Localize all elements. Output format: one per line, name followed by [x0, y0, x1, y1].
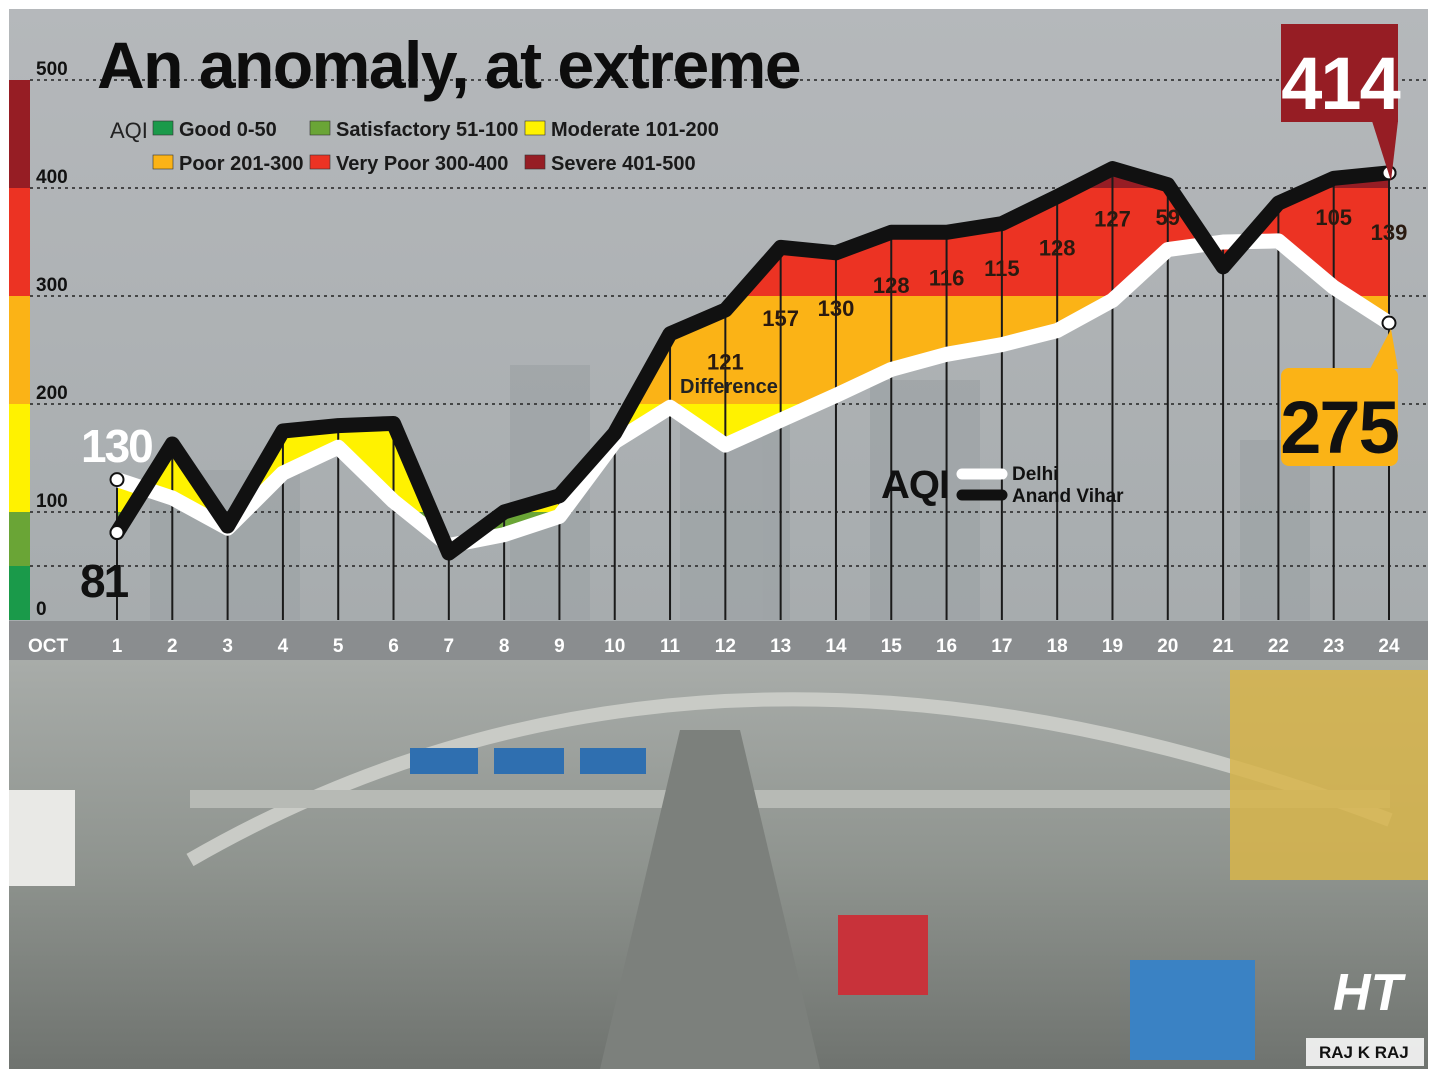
aqi-band-segment [9, 188, 30, 296]
legend-swatch [524, 154, 546, 170]
x-tick-label: 3 [222, 636, 233, 657]
difference-value: 59 [1156, 205, 1180, 230]
series-legend: AQI Delhi Anand Vihar [881, 463, 1124, 507]
series-legend-prefix: AQI [881, 463, 949, 507]
difference-value: 116 [929, 265, 965, 290]
x-tick-label: 1 [112, 636, 123, 657]
y-tick-label: 0 [36, 599, 47, 620]
x-tick-label: 15 [881, 636, 903, 657]
max-callout-value: 414 [1281, 42, 1400, 125]
endpoint-marker [109, 525, 125, 541]
delhi-legend-label: Delhi [1012, 464, 1058, 485]
difference-value: 121 [707, 350, 744, 375]
start-value-anand-vihar: 81 [80, 555, 129, 607]
x-axis-label: OCT [28, 636, 69, 657]
x-tick-label: 5 [333, 636, 344, 657]
delhi-series-line [109, 233, 1397, 553]
max-callout: 414 [1281, 24, 1403, 181]
end-callout: 275 [1280, 329, 1401, 469]
x-tick-label: 4 [278, 636, 289, 657]
legend-swatch [524, 120, 546, 136]
legend-swatch [309, 154, 331, 170]
x-tick-label: 23 [1323, 636, 1344, 657]
x-tick-label: 7 [444, 636, 455, 657]
end-callout-value: 275 [1280, 386, 1398, 469]
y-tick-label: 200 [36, 383, 68, 404]
photo-credit: RAJ K RAJ [1319, 1043, 1409, 1062]
aqi-band-segment [9, 404, 30, 512]
endpoint-marker [109, 472, 125, 488]
y-tick-label: 100 [36, 491, 68, 512]
difference-label: Difference [680, 376, 778, 398]
y-tick-label: 400 [36, 167, 68, 188]
x-tick-label: 12 [715, 636, 736, 657]
legend-swatch [152, 154, 174, 170]
difference-value: 115 [984, 256, 1020, 281]
difference-value: 139 [1371, 220, 1408, 245]
y-tick-label: 500 [36, 59, 68, 80]
x-tick-label: 17 [991, 636, 1012, 657]
anand-vihar-series-line [109, 161, 1397, 561]
x-tick-label: 8 [499, 636, 510, 657]
aqi-band-segment [9, 566, 30, 620]
difference-value: 105 [1315, 205, 1352, 230]
difference-value: 128 [873, 273, 910, 298]
x-tick-label: 24 [1378, 636, 1400, 657]
x-tick-label: 6 [388, 636, 399, 657]
legend-swatch [309, 120, 331, 136]
aqi-legend: Good 0-50 Satisfactory 51-100 Moderate 101… [152, 119, 719, 175]
aqi-band-segment [9, 80, 30, 188]
aqi-band-segment [9, 512, 30, 566]
legend-label: Poor 201-300 [179, 153, 304, 175]
chart-title: An anomaly, at extreme [97, 28, 800, 102]
legend-label: Good 0-50 [179, 119, 277, 141]
x-tick-label: 10 [604, 636, 625, 657]
aqi-band-segment [9, 296, 30, 404]
difference-value: 130 [818, 296, 855, 321]
ht-logo: HT [1333, 964, 1407, 1022]
x-tick-label: 18 [1047, 636, 1068, 657]
x-tick-label: 16 [936, 636, 957, 657]
legend-label: Severe 401-500 [551, 153, 696, 175]
endpoint-marker [1381, 315, 1397, 331]
x-tick-label: 21 [1213, 636, 1235, 657]
difference-value: 157 [762, 306, 799, 331]
legend-label: Very Poor 300-400 [336, 153, 508, 175]
x-axis-ticks: 1 2 3 4 5 6 7 8 9 10 11 12 13 14 15 16 17 18 19 20 21 22 23 24 [112, 636, 1400, 657]
x-tick-label: 9 [554, 636, 565, 657]
start-value-delhi: 130 [81, 420, 152, 472]
legend-label: Moderate 101-200 [551, 119, 719, 141]
x-tick-label: 14 [825, 636, 847, 657]
x-tick-label: 20 [1157, 636, 1178, 657]
difference-value: 128 [1039, 236, 1076, 261]
legend-label: Satisfactory 51-100 [336, 119, 518, 141]
x-axis-strip [9, 621, 1428, 660]
y-axis-ticks: 0 100 200 300 400 500 [36, 59, 68, 620]
anand-vihar-legend-label: Anand Vihar [1012, 486, 1124, 507]
difference-annotations: 121 157 130 128 116 115 128 127 59 105 139 [707, 205, 1407, 375]
credit-box [1306, 1038, 1424, 1066]
x-tick-label: 2 [167, 636, 178, 657]
aqi-band-bar [9, 80, 30, 620]
difference-value: 127 [1094, 206, 1131, 231]
x-tick-label: 13 [770, 636, 791, 657]
y-tick-label: 300 [36, 275, 68, 296]
x-tick-label: 11 [660, 636, 681, 657]
x-tick-label: 19 [1102, 636, 1123, 657]
legend-swatch [152, 120, 174, 136]
street-photo-details [9, 670, 1428, 1069]
legend-prefix: AQI [110, 118, 148, 143]
gridlines [30, 79, 1428, 567]
x-tick-label: 22 [1268, 636, 1289, 657]
